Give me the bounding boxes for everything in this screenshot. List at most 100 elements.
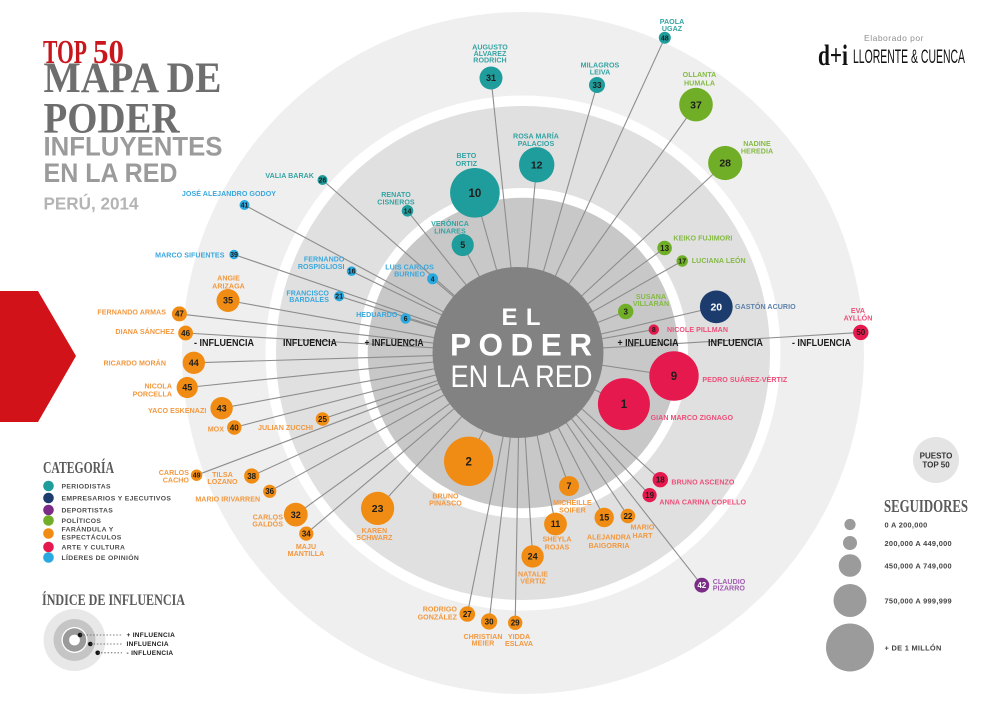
- svg-text:BRUNO ASCENZO: BRUNO ASCENZO: [671, 478, 734, 486]
- svg-text:HART: HART: [633, 532, 654, 540]
- svg-text:HEDUARDO: HEDUARDO: [356, 311, 398, 319]
- svg-text:LEIVA: LEIVA: [590, 69, 611, 77]
- svg-text:41: 41: [241, 202, 249, 209]
- svg-text:17: 17: [678, 258, 686, 265]
- svg-text:EN LA RED: EN LA RED: [44, 158, 178, 188]
- svg-text:ESLAVA: ESLAVA: [505, 640, 533, 648]
- svg-text:FERNANDO: FERNANDO: [304, 256, 345, 264]
- svg-text:33: 33: [593, 81, 602, 90]
- svg-text:19: 19: [645, 491, 654, 500]
- svg-text:NICOLA: NICOLA: [145, 383, 173, 391]
- svg-text:26: 26: [319, 177, 327, 184]
- svg-text:5: 5: [460, 240, 465, 250]
- svg-text:EN LA RED: EN LA RED: [451, 358, 593, 394]
- svg-text:HUMALA: HUMALA: [684, 80, 715, 88]
- svg-text:36: 36: [265, 487, 274, 496]
- svg-text:11: 11: [551, 519, 561, 529]
- svg-text:d+i: d+i: [818, 39, 848, 72]
- svg-text:ESPECTÁCULOS: ESPECTÁCULOS: [62, 533, 122, 542]
- svg-text:16: 16: [348, 269, 356, 276]
- svg-text:YIDDA: YIDDA: [508, 633, 530, 641]
- svg-text:BAIGORRIA: BAIGORRIA: [588, 542, 629, 550]
- svg-text:OLLANTA: OLLANTA: [683, 71, 717, 79]
- svg-text:MANTILLA: MANTILLA: [288, 550, 325, 558]
- svg-text:38: 38: [247, 472, 256, 481]
- svg-text:BRUNO: BRUNO: [432, 493, 459, 501]
- svg-text:ORTIZ: ORTIZ: [456, 160, 478, 168]
- svg-text:ÁLVAREZ: ÁLVAREZ: [474, 49, 507, 58]
- svg-text:30: 30: [485, 617, 494, 626]
- svg-text:RODRIGO: RODRIGO: [423, 605, 458, 613]
- svg-text:TOP 50: TOP 50: [922, 461, 950, 470]
- svg-text:200,000 A 449,000: 200,000 A 449,000: [885, 539, 952, 548]
- svg-text:ANGIE: ANGIE: [217, 275, 240, 283]
- svg-text:LLORENTE & CUENCA: LLORENTE & CUENCA: [853, 47, 965, 68]
- svg-text:42: 42: [697, 581, 706, 590]
- svg-text:EMPRESARIOS Y EJECUTIVOS: EMPRESARIOS Y EJECUTIVOS: [62, 496, 172, 503]
- svg-text:PAOLA: PAOLA: [660, 18, 685, 26]
- svg-text:29: 29: [511, 619, 520, 628]
- svg-text:NATALIE: NATALIE: [518, 570, 548, 578]
- svg-text:UGAZ: UGAZ: [662, 25, 683, 33]
- svg-text:10: 10: [469, 188, 482, 200]
- svg-text:6: 6: [404, 316, 408, 323]
- svg-text:44: 44: [189, 358, 199, 368]
- svg-text:14: 14: [404, 208, 412, 215]
- svg-text:CLAUDIO: CLAUDIO: [713, 578, 746, 586]
- svg-text:LUIS CARLOS: LUIS CARLOS: [385, 264, 434, 272]
- svg-text:8: 8: [652, 327, 656, 334]
- svg-text:ARTE Y CULTURA: ARTE Y CULTURA: [62, 545, 126, 552]
- svg-text:BARDALES: BARDALES: [289, 296, 329, 304]
- svg-text:INFLUENCIA: INFLUENCIA: [708, 338, 763, 349]
- svg-text:MARIO IRIVARREN: MARIO IRIVARREN: [195, 495, 260, 503]
- svg-text:GONZÁLEZ: GONZÁLEZ: [418, 613, 458, 622]
- svg-text:MARIO: MARIO: [631, 524, 655, 532]
- svg-text:SOIFER: SOIFER: [559, 507, 586, 515]
- svg-text:- INFLUENCIA: - INFLUENCIA: [792, 338, 851, 349]
- svg-text:48: 48: [661, 35, 669, 42]
- svg-text:3: 3: [623, 307, 628, 316]
- svg-text:MEIER: MEIER: [472, 640, 495, 648]
- svg-text:MICHEILLE: MICHEILLE: [553, 499, 592, 507]
- svg-text:+ INFLUENCIA: + INFLUENCIA: [365, 338, 424, 349]
- svg-text:31: 31: [486, 73, 496, 83]
- svg-text:CARLOS: CARLOS: [159, 469, 189, 477]
- svg-text:GASTÓN ACURIO: GASTÓN ACURIO: [735, 302, 796, 311]
- svg-text:INFLUENCIA: INFLUENCIA: [283, 338, 337, 349]
- svg-text:49: 49: [193, 473, 201, 480]
- svg-text:CATEGORÍA: CATEGORÍA: [43, 458, 114, 477]
- svg-text:45: 45: [182, 383, 192, 393]
- svg-text:18: 18: [656, 476, 665, 485]
- svg-text:ROJAS: ROJAS: [545, 544, 570, 552]
- svg-text:50: 50: [856, 328, 865, 337]
- svg-text:+ INFLUENCIA: + INFLUENCIA: [618, 338, 679, 349]
- svg-text:32: 32: [291, 510, 301, 520]
- svg-text:JOSÉ ALEJANDRO GODOY: JOSÉ ALEJANDRO GODOY: [182, 189, 276, 198]
- svg-text:450,000 A 749,000: 450,000 A 749,000: [885, 561, 952, 570]
- svg-text:46: 46: [181, 329, 190, 338]
- svg-text:MAPA DE: MAPA DE: [44, 55, 222, 102]
- svg-text:15: 15: [599, 513, 609, 523]
- svg-text:MOX: MOX: [208, 426, 225, 434]
- svg-text:22: 22: [623, 512, 632, 521]
- svg-text:ÍNDICE DE INFLUENCIA: ÍNDICE DE INFLUENCIA: [42, 590, 185, 609]
- svg-text:FRANCISCO: FRANCISCO: [286, 289, 329, 297]
- svg-text:PUESTO: PUESTO: [920, 452, 953, 461]
- svg-text:ANNA CARINA COPELLO: ANNA CARINA COPELLO: [659, 498, 746, 506]
- svg-text:FARÁNDULA Y: FARÁNDULA Y: [62, 525, 114, 534]
- svg-text:40: 40: [230, 423, 239, 432]
- svg-text:YACO ESKENAZI: YACO ESKENAZI: [148, 407, 206, 415]
- svg-text:SHEYLA: SHEYLA: [542, 536, 571, 544]
- svg-text:INFLUYENTES: INFLUYENTES: [44, 132, 223, 162]
- svg-text:VILLARÁN: VILLARÁN: [633, 299, 669, 308]
- svg-text:25: 25: [318, 415, 327, 424]
- svg-text:KEIKO FUJIMORI: KEIKO FUJIMORI: [673, 234, 732, 242]
- svg-text:MARCO SIFUENTES: MARCO SIFUENTES: [155, 252, 225, 260]
- svg-text:CISNEROS: CISNEROS: [377, 199, 415, 207]
- svg-text:23: 23: [372, 503, 384, 515]
- svg-text:LÍDERES DE OPINIÓN: LÍDERES DE OPINIÓN: [62, 553, 140, 562]
- svg-text:VERÓNICA: VERÓNICA: [431, 219, 469, 228]
- svg-text:13: 13: [660, 244, 669, 253]
- svg-text:43: 43: [217, 403, 227, 413]
- svg-text:RODRICH: RODRICH: [473, 57, 506, 65]
